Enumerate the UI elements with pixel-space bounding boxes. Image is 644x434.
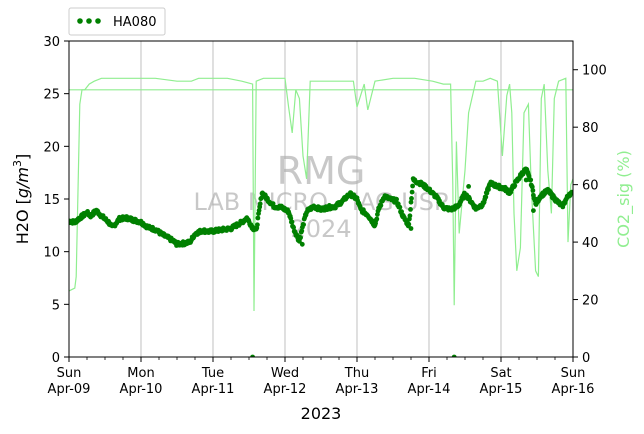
x-tick-label: Tue Apr-11 <box>192 366 235 397</box>
y-tick-label: 15 <box>43 193 60 208</box>
h2o-point <box>451 354 457 357</box>
h2o-point <box>406 221 412 227</box>
h2o-series <box>69 166 573 357</box>
x-tick-label: Sun Apr-16 <box>552 366 595 397</box>
x-axis-label: 2023 <box>301 404 342 423</box>
h2o-point <box>299 241 305 247</box>
x-tick-label-day: Tue <box>201 366 224 381</box>
h2o-point <box>407 213 413 219</box>
y-tick-label: 30 <box>43 35 60 50</box>
y-tick-label: 20 <box>43 140 60 155</box>
x-tick-label-date: Apr-16 <box>552 382 595 397</box>
h2o-point <box>394 196 399 202</box>
y-axis-right: 0 20 40 60 80 100 <box>573 64 607 366</box>
h2o-point <box>255 215 261 221</box>
y-tick-label: 25 <box>43 88 60 103</box>
h2o-point <box>399 209 404 215</box>
x-tick-label-day: Thu <box>344 366 369 381</box>
h2o-point <box>374 216 380 222</box>
h2o-point <box>523 177 529 183</box>
h2o-point <box>528 177 534 183</box>
x-tick-label-day: Mon <box>127 366 154 381</box>
h2o-point <box>408 199 414 205</box>
h2o-point <box>529 184 535 190</box>
h2o-point <box>289 219 295 225</box>
x-tick-label: Thu Apr-13 <box>336 366 379 397</box>
x-tick-label-date: Apr-15 <box>480 382 523 397</box>
x-tick-label: Fri Apr-14 <box>408 366 451 397</box>
h2o-point <box>408 226 414 231</box>
y2-tick-label: 100 <box>582 64 607 79</box>
x-tick-label-day: Sun <box>561 366 586 381</box>
y-axis-label-close: ] <box>13 154 32 160</box>
x-tick-label-day: Wed <box>271 366 299 381</box>
watermark: RMG LAB MICRO - IAG USP 2024 <box>193 149 448 243</box>
watermark-line1: RMG <box>277 149 366 193</box>
legend-label-ha080: HA080 <box>113 15 156 30</box>
y2-tick-label: 40 <box>582 236 599 251</box>
h2o-point <box>531 208 536 214</box>
h2o-point <box>512 183 518 189</box>
legend: HA080 <box>68 7 166 36</box>
h2o-point <box>255 222 260 228</box>
x-tick-label-day: Sat <box>490 366 511 381</box>
y-axis-label: H2O [g/m3] <box>11 154 32 245</box>
h2o-point <box>297 234 302 240</box>
h2o-point <box>530 188 536 193</box>
y-axis-label-base: H2O [ <box>13 198 32 244</box>
y2-tick-label: 20 <box>582 294 599 309</box>
h2o-point <box>409 189 415 195</box>
x-tick-label-date: Apr-10 <box>120 382 163 397</box>
h2o-point <box>397 204 403 210</box>
h2o-point <box>299 228 305 234</box>
h2o-point <box>301 222 306 228</box>
x-tick-label: Sun Apr-09 <box>48 366 91 397</box>
x-tick-label: Mon Apr-10 <box>120 366 163 397</box>
legend-box <box>68 7 166 36</box>
legend-marker <box>77 18 101 24</box>
y2-tick-label: 60 <box>582 179 599 194</box>
h2o-point <box>466 184 471 189</box>
y2-tick-label: 0 <box>582 351 590 366</box>
x-tick-label-day: Fri <box>421 366 437 381</box>
h2o-point <box>570 190 573 195</box>
x-tick-label: Sat Apr-15 <box>480 366 523 397</box>
x-tick-label-date: Apr-12 <box>264 382 307 397</box>
x-tick-label-date: Apr-14 <box>408 382 451 397</box>
h2o-point <box>291 225 296 230</box>
x-tick-label: Wed Apr-12 <box>264 366 307 397</box>
y-axis-label-sup: 3 <box>11 160 24 167</box>
x-tick-label-date: Apr-13 <box>336 382 379 397</box>
h2o-point <box>409 196 414 201</box>
h2o-point <box>410 183 415 189</box>
y-tick-label: 0 <box>52 351 60 366</box>
y2-axis-label: CO2_sig (%) <box>614 150 634 248</box>
x-tick-label-date: Apr-11 <box>192 382 235 397</box>
y-axis-left: 0 5 10 15 20 25 30 <box>43 35 69 366</box>
x-tick-label-day: Sun <box>57 366 82 381</box>
h2o-point <box>483 194 489 200</box>
h2o-point <box>257 201 263 207</box>
y-tick-label: 10 <box>43 246 60 261</box>
y-axis-label-unit: g/m <box>13 167 32 198</box>
h2o-point <box>378 203 384 208</box>
x-tick-label-date: Apr-09 <box>48 382 91 397</box>
y2-tick-label: 80 <box>582 121 599 136</box>
h2o-point <box>250 354 255 357</box>
y-tick-label: 5 <box>52 298 60 313</box>
h2o-point <box>408 207 413 212</box>
h2o-point <box>486 187 491 192</box>
